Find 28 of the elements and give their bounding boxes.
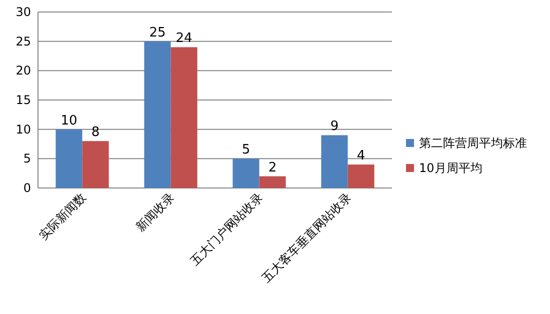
x-tick-label: 实际新闻数 [36,190,88,243]
x-tick-label: 五大门户网站收录 [188,190,266,268]
data-label: 5 [242,142,250,158]
data-label: 2 [268,160,277,176]
x-tick-label: 新闻收录 [133,190,177,234]
y-tick-label: 10 [16,122,31,136]
bar [232,158,260,188]
bar [56,129,82,188]
data-label: 4 [356,148,366,164]
y-tick-label: 15 [16,93,31,107]
legend-label: 第二阵营周平均标准 [419,136,527,150]
y-tick-label: 25 [16,34,31,48]
data-label: 9 [330,119,339,134]
bar [348,164,374,188]
bar [170,47,198,188]
y-tick-label: 5 [23,152,31,166]
data-label: 8 [91,125,100,140]
bar [321,135,348,188]
y-tick-label: 0 [23,181,31,195]
y-tick-label: 20 [16,64,31,78]
bar [144,41,171,188]
legend-label: 10月周平均 [419,161,482,175]
data-label: 24 [176,31,192,46]
bar [259,176,286,188]
bar [82,141,109,188]
data-label: 25 [149,25,166,40]
data-label: 10 [60,113,78,128]
y-tick-label: 30 [16,5,31,19]
